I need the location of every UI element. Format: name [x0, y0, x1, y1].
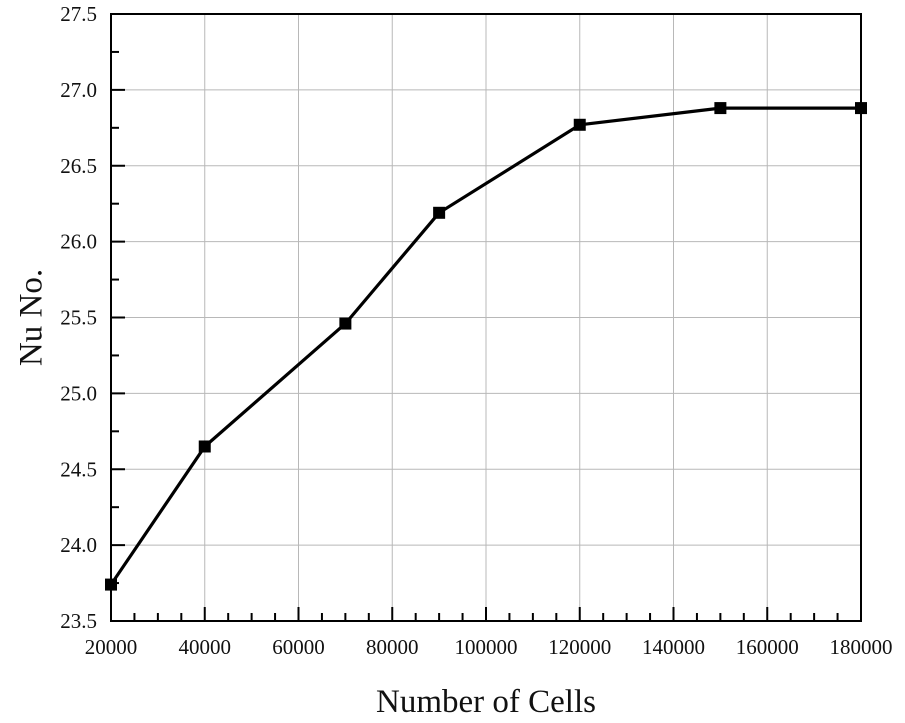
y-tick-labels: 23.5 24.0 24.5 25.0 25.5 26.0 26.5 27.0 27.5 [60, 2, 97, 633]
y-tick-label: 24.5 [60, 457, 97, 481]
data-point-marker [198, 440, 211, 453]
x-tick-label: 160000 [736, 635, 799, 659]
y-tick-label: 27.5 [60, 2, 97, 26]
y-tick-label: 25.0 [60, 381, 97, 405]
plot-frame [110, 13, 862, 622]
x-tick-label: 80000 [366, 635, 419, 659]
y-tick-label: 26.5 [60, 154, 97, 178]
x-tick-label: 140000 [642, 635, 705, 659]
y-tick-label: 26.0 [60, 230, 97, 254]
y-tick-label: 27.0 [60, 78, 97, 102]
data-point-marker [339, 317, 352, 330]
y-tick-label: 24.0 [60, 533, 97, 557]
data-point-marker [433, 206, 446, 219]
y-tick-label: 25.5 [60, 306, 97, 330]
x-tick-label: 60000 [272, 635, 325, 659]
x-tick-label: 20000 [85, 635, 138, 659]
x-tick-label: 40000 [179, 635, 232, 659]
x-tick-label: 120000 [548, 635, 611, 659]
data-point-marker [573, 118, 586, 131]
x-tick-label: 100000 [455, 635, 518, 659]
x-tick-label: 180000 [830, 635, 893, 659]
x-tick-labels: 20000 40000 60000 80000 100000 120000 140000 16… [85, 635, 893, 659]
x-axis-title: Number of Cells [376, 684, 596, 720]
data-point-marker [714, 102, 727, 115]
grid [111, 14, 861, 621]
y-axis-title: Nu No. [14, 269, 50, 366]
y-tick-label: 23.5 [60, 609, 97, 633]
series-layer [105, 102, 867, 591]
